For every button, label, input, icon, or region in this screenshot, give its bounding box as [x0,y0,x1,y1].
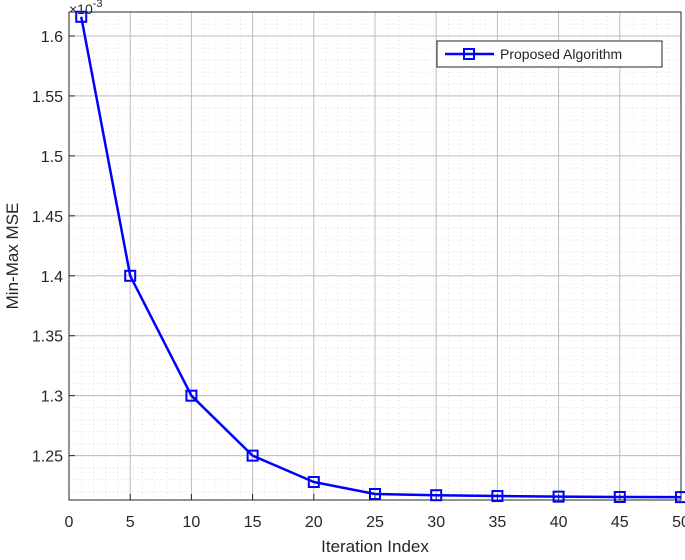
data-point-marker [246,449,259,462]
x-tick-label: 20 [305,514,323,531]
x-tick-label: 35 [489,514,507,531]
y-tick-label: 1.6 [41,29,63,46]
y-tick-label: 1.25 [32,449,63,466]
x-tick-label: 0 [65,514,74,531]
data-point-marker [491,490,504,503]
y-axis-label: Min-Max MSE [3,203,22,310]
legend-label: Proposed Algorithm [500,46,622,62]
y-tick-label: 1.45 [32,209,63,226]
x-tick-label: 25 [366,514,384,531]
data-point-marker [124,269,137,282]
data-point-marker [75,10,88,23]
y-tick-label: 1.3 [41,389,63,406]
data-point-marker [307,476,320,489]
y-axis-exponent-power: -3 [93,0,103,10]
series-layer [75,10,685,504]
x-tick-label: 30 [427,514,445,531]
data-point-marker [613,491,626,504]
y-axis-exponent-base: ×10 [69,1,93,17]
data-point-marker [430,489,443,502]
legend: Proposed Algorithm [436,40,663,68]
x-tick-label: 10 [183,514,201,531]
axis-ticks: 0 5 10 15 20 25 30 35 40 45 50 1.25 1.3 1.35 1.4 1.45 1.… [32,29,685,531]
data-point-marker [185,389,198,402]
x-axis-label: Iteration Index [321,537,429,555]
data-point-marker [369,488,381,501]
y-tick-label: 1.35 [32,329,63,346]
y-tick-label: 1.4 [41,269,63,286]
x-tick-label: 15 [244,514,262,531]
grid [68,11,682,500]
y-tick-label: 1.5 [41,149,63,166]
series-line [80,16,682,499]
x-tick-label: 5 [126,514,135,531]
x-tick-label: 40 [550,514,568,531]
data-point-marker [552,490,565,503]
data-point-marker [675,491,685,504]
x-tick-label: 45 [611,514,629,531]
y-tick-label: 1.55 [32,89,63,106]
legend-marker-square [463,48,475,60]
y-axis-exponent: ×10-3 [69,0,103,17]
x-tick-label: 50 [672,514,685,531]
